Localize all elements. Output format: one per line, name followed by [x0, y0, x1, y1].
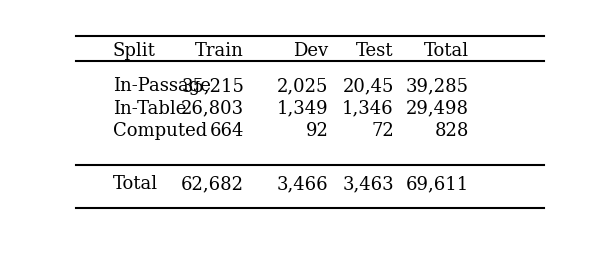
Text: 72: 72 [371, 122, 394, 140]
Text: 1,349: 1,349 [277, 100, 329, 118]
Text: 92: 92 [306, 122, 329, 140]
Text: Total: Total [113, 175, 158, 194]
Text: Dev: Dev [293, 42, 329, 60]
Text: 3,463: 3,463 [342, 175, 394, 194]
Text: Total: Total [423, 42, 469, 60]
Text: 39,285: 39,285 [406, 77, 469, 95]
Text: 62,682: 62,682 [181, 175, 244, 194]
Text: Test: Test [356, 42, 394, 60]
Text: 29,498: 29,498 [406, 100, 469, 118]
Text: 20,45: 20,45 [342, 77, 394, 95]
Text: 3,466: 3,466 [277, 175, 329, 194]
Text: In-Table: In-Table [113, 100, 186, 118]
Text: Split: Split [113, 42, 156, 60]
Text: 828: 828 [434, 122, 469, 140]
Text: 69,611: 69,611 [405, 175, 469, 194]
Text: 2,025: 2,025 [277, 77, 329, 95]
Text: Train: Train [195, 42, 244, 60]
Text: In-Passage: In-Passage [113, 77, 211, 95]
Text: 26,803: 26,803 [181, 100, 244, 118]
Text: 664: 664 [210, 122, 244, 140]
Text: 35,215: 35,215 [181, 77, 244, 95]
Text: Computed: Computed [113, 122, 207, 140]
Text: 1,346: 1,346 [342, 100, 394, 118]
